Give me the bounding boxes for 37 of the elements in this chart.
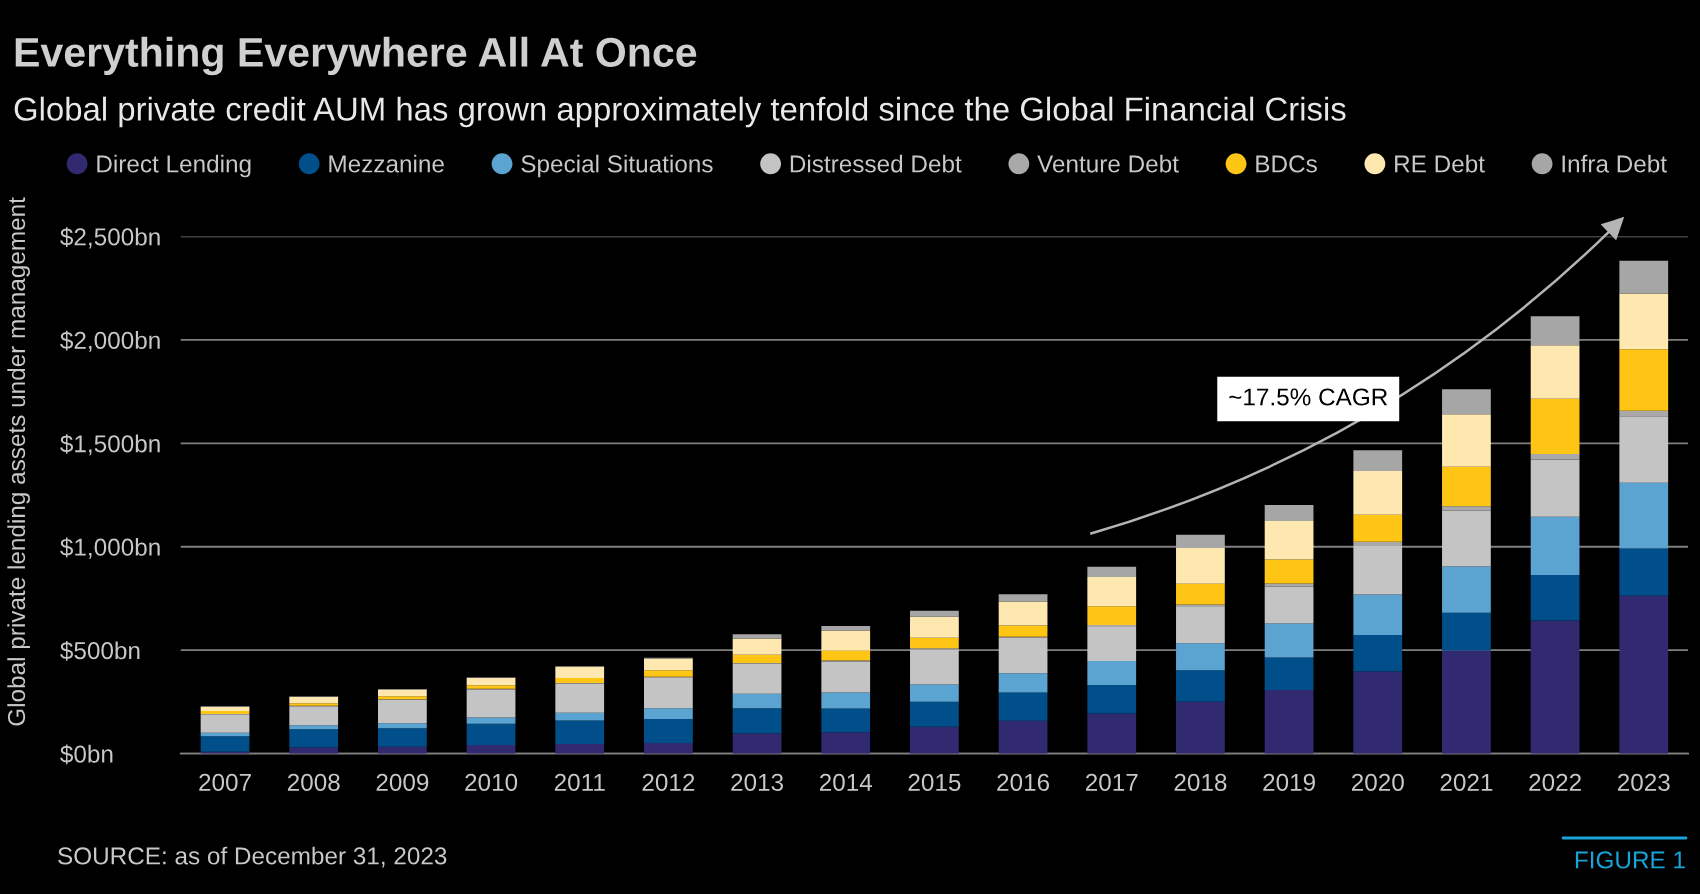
legend-label: BDCs: [1256, 155, 1317, 173]
annotation: ~17.5% CAGR: [1229, 388, 1388, 406]
legend-label: RE Debt: [1395, 154, 1485, 173]
x-tick-label: 2015: [908, 773, 961, 791]
x-tick-label: 2009: [376, 773, 429, 791]
x-tick-label: 2010: [465, 773, 518, 791]
x-tick-label: 2008: [287, 773, 340, 791]
x-tick-label: 2013: [731, 773, 784, 791]
x-tick-label: 2022: [1529, 773, 1581, 791]
y-tick-label: $2,500bn: [60, 227, 160, 249]
chart-subtitle: Global private credit AUM has grown approximately tenfold since the Global Financial Crisis: [14, 96, 1346, 128]
caption: FIGURE 1: [1575, 851, 1685, 869]
x-tick-label: 2023: [1617, 773, 1670, 791]
x-tick-label: 2011: [554, 773, 605, 791]
legend-label: Mezzanine: [329, 154, 444, 173]
x-tick-label: 2019: [1263, 773, 1315, 791]
legend-label: Special Situations: [521, 154, 713, 178]
x-tick-label: 2012: [642, 773, 695, 791]
x-tick-label: 2017: [1085, 773, 1138, 791]
y-tick-label: $500bn: [60, 641, 140, 661]
x-tick-label: 2014: [819, 773, 873, 791]
y-tick-label: $2,000bn: [60, 330, 160, 352]
x-tick-label: 2020: [1351, 773, 1404, 791]
legend-label: Direct Lending: [97, 154, 251, 178]
chart-title: Everything Everywhere All At Once: [15, 36, 697, 76]
source-note: SOURCE: as of December 31, 2023: [58, 846, 447, 868]
x-tick-label: 2021: [1440, 773, 1493, 791]
x-tick-label: 2016: [997, 773, 1050, 791]
y-axis-title: Global private lending assets under management: [7, 197, 30, 726]
y-tick-label: $1,500bn: [60, 434, 160, 456]
legend-label: Venture Debt: [1037, 154, 1179, 173]
legend-label: Distressed Debt: [790, 154, 962, 173]
y-tick-label: $0bn: [60, 744, 113, 765]
y-tick-label: $1,000bn: [60, 537, 160, 559]
legend-label: Infra Debt: [1562, 154, 1667, 173]
x-tick-label: 2018: [1174, 773, 1227, 791]
x-tick-label: 2007: [199, 773, 251, 791]
